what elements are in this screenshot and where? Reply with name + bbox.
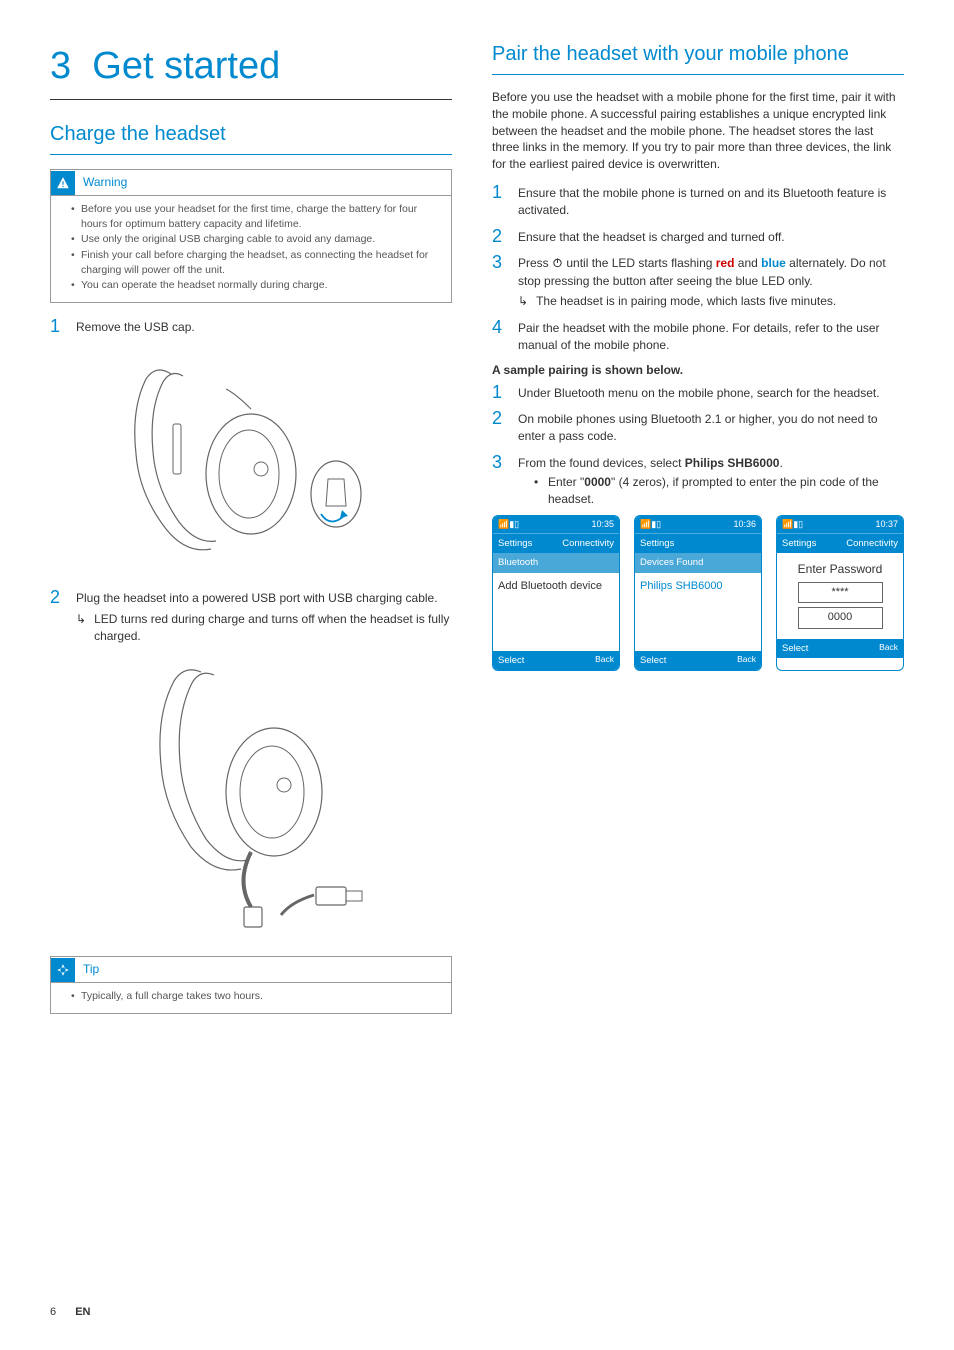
step-number: 2 xyxy=(492,409,506,445)
warning-label: Warning xyxy=(83,170,127,195)
phone-body: Add Bluetooth device xyxy=(493,573,619,651)
phone-time: 10:35 xyxy=(591,518,614,531)
step-result: LED turns red during charge and turns of… xyxy=(94,611,452,645)
phone-password-value: 0000 xyxy=(798,607,883,628)
tip-callout: Tip Typically, a full charge takes two h… xyxy=(50,956,452,1013)
step-text: On mobile phones using Bluetooth 2.1 or … xyxy=(518,409,904,445)
led-red: red xyxy=(716,256,735,270)
phone-softkey-left: Select xyxy=(782,642,808,655)
sample-step-2: 2 On mobile phones using Bluetooth 2.1 o… xyxy=(492,409,904,445)
result-arrow-icon: ↳ xyxy=(518,293,528,310)
tip-label: Tip xyxy=(83,957,99,982)
phone-time: 10:37 xyxy=(875,518,898,531)
step-text: Under Bluetooth menu on the mobile phone… xyxy=(518,383,904,402)
bullet-icon: • xyxy=(534,474,540,508)
warning-item: Before you use your headset for the firs… xyxy=(71,202,441,231)
step-text-post: until the LED starts flashing xyxy=(563,256,716,270)
warning-callout: Warning Before you use your headset for … xyxy=(50,169,452,303)
warning-item: You can operate the headset normally dur… xyxy=(71,278,441,293)
led-blue: blue xyxy=(761,256,786,270)
phone-body-title: Enter Password xyxy=(782,561,898,578)
step-number: 3 xyxy=(492,453,506,507)
step-text: Pair the headset with the mobile phone. … xyxy=(518,318,904,354)
phone-screen-2: 📶▮▯ 10:36 Settings Devices Found Philips … xyxy=(634,515,762,670)
power-icon xyxy=(552,256,563,273)
chapter-title: 3 Get started xyxy=(50,40,452,100)
sample-step-1: 1 Under Bluetooth menu on the mobile pho… xyxy=(492,383,904,402)
phone-softkey-right: Back xyxy=(737,654,756,667)
pair-step-2: 2 Ensure that the headset is charged and… xyxy=(492,227,904,246)
phone-bar-right: Connectivity xyxy=(562,537,614,550)
step-number: 2 xyxy=(492,227,506,246)
chapter-text: Get started xyxy=(92,45,280,87)
page-lang: EN xyxy=(75,1306,90,1318)
tip-list: Typically, a full charge takes two hours… xyxy=(61,989,441,1004)
pin-code: 0000 xyxy=(584,475,611,489)
step-text: Remove the USB cap. xyxy=(76,317,452,336)
signal-icon: 📶▮▯ xyxy=(498,518,519,531)
phone-bar-left: Settings xyxy=(782,537,816,550)
phone-bar-left: Settings xyxy=(498,537,532,550)
phone-softkey-right: Back xyxy=(879,642,898,655)
step-number: 4 xyxy=(492,318,506,354)
phone-bar-right: Connectivity xyxy=(846,537,898,550)
headset-cap-illustration xyxy=(50,344,452,574)
step-text-post: . xyxy=(779,456,782,470)
phone-subtitle: Bluetooth xyxy=(493,553,619,572)
section-charge-title: Charge the headset xyxy=(50,120,452,155)
phone-time: 10:36 xyxy=(733,518,756,531)
pair-step-3: 3 Press until the LED starts flashing re… xyxy=(492,253,904,310)
result-arrow-icon: ↳ xyxy=(76,611,86,645)
step-number: 2 xyxy=(50,588,64,644)
phone-body: Philips SHB6000 xyxy=(635,573,761,651)
headset-usb-illustration xyxy=(50,652,452,942)
pair-step-4: 4 Pair the headset with the mobile phone… xyxy=(492,318,904,354)
step-text-and: and xyxy=(734,256,761,270)
chapter-number: 3 xyxy=(50,45,71,87)
step-result: The headset is in pairing mode, which la… xyxy=(536,293,836,310)
phone-screen-3: 📶▮▯ 10:37 Settings Connectivity Enter Pass… xyxy=(776,515,904,670)
page-number: 6 xyxy=(50,1306,56,1318)
step-text: Ensure that the headset is charged and t… xyxy=(518,227,904,246)
section-pair-title: Pair the headset with your mobile phone xyxy=(492,40,904,75)
phone-mockups: 📶▮▯10:35 SettingsConnectivity Bluetooth … xyxy=(492,515,904,670)
tip-item: Typically, a full charge takes two hours… xyxy=(71,989,441,1004)
warning-item: Use only the original USB charging cable… xyxy=(71,232,441,247)
warning-icon xyxy=(51,171,75,195)
phone-password-mask: **** xyxy=(798,582,883,603)
signal-icon: 📶▮▯ xyxy=(640,518,661,531)
sample-step-3: 3 From the found devices, select Philips… xyxy=(492,453,904,507)
phone-subtitle: Devices Found xyxy=(635,553,761,572)
warning-item: Finish your call before charging the hea… xyxy=(71,248,441,277)
warning-list: Before you use your headset for the firs… xyxy=(61,202,441,293)
phone-softkey-left: Select xyxy=(498,654,524,667)
device-name: Philips SHB6000 xyxy=(685,456,780,470)
page-footer: 6 EN xyxy=(50,1305,90,1320)
step-number: 1 xyxy=(492,383,506,402)
phone-bar-left: Settings xyxy=(640,537,674,550)
step-text-pre: From the found devices, select xyxy=(518,456,685,470)
step-bullet-text: Enter "0000" (4 zeros), if prompted to e… xyxy=(548,474,904,508)
phone-screen-1: 📶▮▯10:35 SettingsConnectivity Bluetooth … xyxy=(492,515,620,670)
phone-softkey-left: Select xyxy=(640,654,666,667)
step-number: 1 xyxy=(492,183,506,219)
pair-intro: Before you use the headset with a mobile… xyxy=(492,89,904,173)
step-remove-cap: 1 Remove the USB cap. xyxy=(50,317,452,336)
sample-pairing-label: A sample pairing is shown below. xyxy=(492,362,904,379)
step-text: Plug the headset into a powered USB port… xyxy=(76,591,438,605)
signal-icon: 📶▮▯ xyxy=(782,518,803,531)
step-text: Ensure that the mobile phone is turned o… xyxy=(518,183,904,219)
step-number: 1 xyxy=(50,317,64,336)
tip-icon xyxy=(51,958,75,982)
step-plug-usb: 2 Plug the headset into a powered USB po… xyxy=(50,588,452,644)
pair-step-1: 1 Ensure that the mobile phone is turned… xyxy=(492,183,904,219)
step-text-pre: Press xyxy=(518,256,552,270)
phone-softkey-right: Back xyxy=(595,654,614,667)
step-number: 3 xyxy=(492,253,506,310)
